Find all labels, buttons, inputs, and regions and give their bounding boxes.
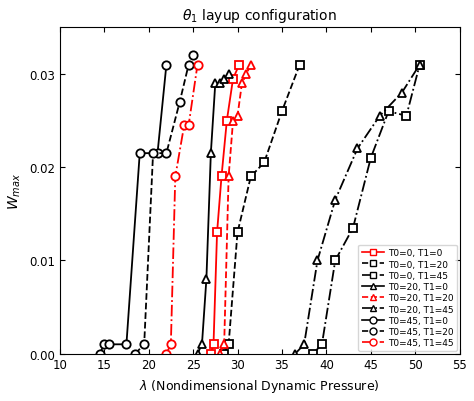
X-axis label: $\lambda$ (Nondimensional Dynamic Pressure): $\lambda$ (Nondimensional Dynamic Pressu… xyxy=(139,377,380,394)
T0=20, T1=45 xyxy=(292,351,298,356)
T0=0, T1=20 xyxy=(235,231,240,235)
T0=45, T1=20 xyxy=(150,151,156,156)
Line: T0=45, T1=0: T0=45, T1=0 xyxy=(96,61,171,358)
T0=45, T1=0 xyxy=(137,151,143,156)
Line: T0=0, T1=20: T0=0, T1=20 xyxy=(220,61,304,358)
T0=45, T1=0 xyxy=(101,342,107,347)
T0=45, T1=20 xyxy=(190,54,196,59)
T0=20, T1=0 xyxy=(203,277,209,282)
T0=20, T1=20 xyxy=(235,114,240,119)
T0=0, T1=20 xyxy=(297,63,302,68)
T0=20, T1=20 xyxy=(239,82,245,87)
Legend: T0=0, T1=0, T0=0, T1=20, T0=0, T1=45, T0=20, T1=0, T0=20, T1=20, T0=20, T1=45, T: T0=0, T1=0, T0=0, T1=20, T0=0, T1=45, T0… xyxy=(358,245,457,351)
T0=20, T1=0 xyxy=(221,77,227,82)
T0=0, T1=0 xyxy=(214,231,220,235)
T0=0, T1=20 xyxy=(261,161,267,166)
T0=0, T1=45 xyxy=(310,351,316,356)
T0=45, T1=20 xyxy=(177,100,182,105)
T0=45, T1=45 xyxy=(168,342,173,347)
T0=20, T1=20 xyxy=(244,72,249,77)
T0=0, T1=45 xyxy=(332,258,338,263)
Line: T0=20, T1=45: T0=20, T1=45 xyxy=(291,61,424,358)
T0=20, T1=0 xyxy=(212,82,218,87)
T0=45, T1=20 xyxy=(141,342,147,347)
T0=45, T1=20 xyxy=(164,151,169,156)
Line: T0=45, T1=45: T0=45, T1=45 xyxy=(162,61,201,358)
T0=0, T1=0 xyxy=(224,119,230,124)
T0=0, T1=45 xyxy=(417,63,422,68)
T0=20, T1=0 xyxy=(195,351,201,356)
T0=45, T1=45 xyxy=(186,124,191,128)
T0=45, T1=45 xyxy=(195,63,201,68)
Line: T0=20, T1=0: T0=20, T1=0 xyxy=(193,71,233,358)
T0=0, T1=0 xyxy=(210,342,216,347)
Line: T0=0, T1=0: T0=0, T1=0 xyxy=(207,61,244,358)
T0=0, T1=45 xyxy=(350,226,356,231)
Line: T0=20, T1=20: T0=20, T1=20 xyxy=(216,61,255,358)
T0=20, T1=0 xyxy=(226,72,231,77)
Line: T0=0, T1=45: T0=0, T1=45 xyxy=(309,61,424,358)
T0=20, T1=20 xyxy=(217,351,223,356)
T0=0, T1=45 xyxy=(368,156,374,161)
T0=20, T1=20 xyxy=(226,174,231,179)
T0=45, T1=0 xyxy=(124,342,129,347)
T0=20, T1=45 xyxy=(355,147,360,152)
T0=0, T1=0 xyxy=(219,174,224,179)
T0=0, T1=45 xyxy=(386,109,392,114)
T0=20, T1=45 xyxy=(332,198,338,203)
T0=0, T1=20 xyxy=(221,351,227,356)
T0=45, T1=0 xyxy=(106,342,111,347)
T0=0, T1=45 xyxy=(403,114,409,119)
T0=45, T1=45 xyxy=(164,351,169,356)
T0=20, T1=45 xyxy=(377,114,383,119)
T0=45, T1=45 xyxy=(182,124,187,128)
T0=20, T1=45 xyxy=(301,342,307,347)
T0=20, T1=0 xyxy=(199,342,205,347)
T0=20, T1=20 xyxy=(221,342,227,347)
T0=0, T1=0 xyxy=(237,63,242,68)
Line: T0=45, T1=20: T0=45, T1=20 xyxy=(131,52,197,358)
Y-axis label: $W_{max}$: $W_{max}$ xyxy=(7,172,23,209)
T0=0, T1=0 xyxy=(230,77,236,82)
T0=20, T1=0 xyxy=(208,151,214,156)
T0=20, T1=45 xyxy=(399,91,405,96)
T0=45, T1=0 xyxy=(155,151,160,156)
T0=0, T1=45 xyxy=(319,342,325,347)
T0=45, T1=0 xyxy=(164,63,169,68)
Title: $\theta_1$ layup configuration: $\theta_1$ layup configuration xyxy=(182,7,337,25)
T0=45, T1=45 xyxy=(173,174,178,179)
T0=20, T1=45 xyxy=(417,63,422,68)
T0=45, T1=20 xyxy=(132,351,138,356)
T0=45, T1=0 xyxy=(97,351,102,356)
T0=20, T1=20 xyxy=(248,63,254,68)
T0=0, T1=20 xyxy=(226,342,231,347)
T0=20, T1=20 xyxy=(230,119,236,124)
T0=0, T1=20 xyxy=(248,174,254,179)
T0=45, T1=20 xyxy=(186,63,191,68)
T0=20, T1=45 xyxy=(315,258,320,263)
T0=0, T1=0 xyxy=(208,351,214,356)
T0=0, T1=20 xyxy=(279,109,285,114)
T0=20, T1=0 xyxy=(217,82,223,87)
